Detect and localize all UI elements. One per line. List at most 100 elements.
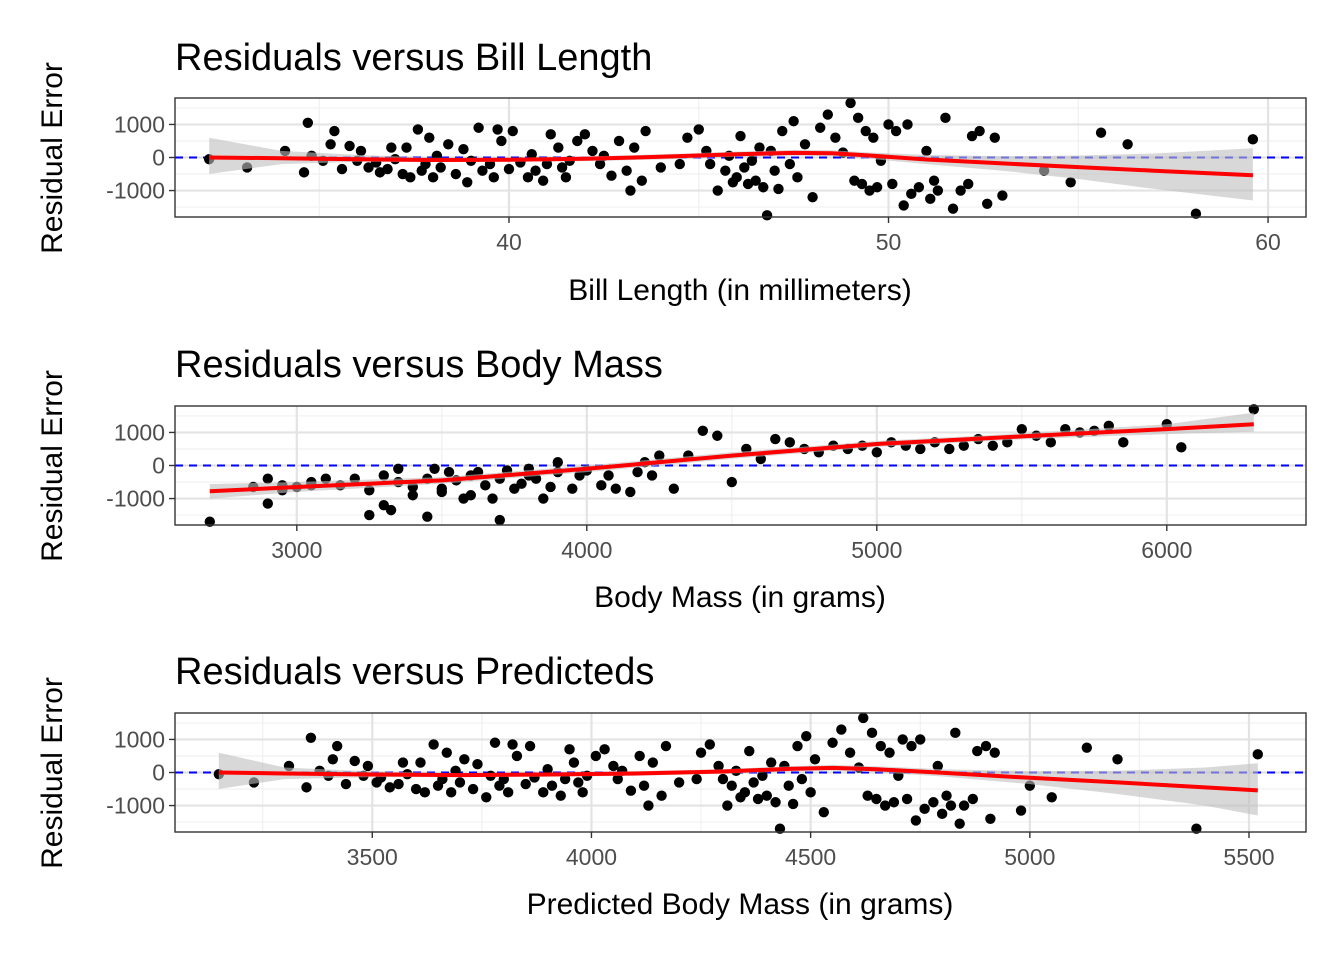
data-point xyxy=(941,790,952,801)
data-point xyxy=(844,747,856,758)
data-point xyxy=(989,747,1000,758)
data-point xyxy=(654,450,665,461)
data-point xyxy=(496,135,507,147)
data-point xyxy=(792,740,803,752)
data-point xyxy=(691,773,702,785)
data-point xyxy=(454,777,466,788)
data-point xyxy=(871,793,882,805)
data-point xyxy=(522,172,534,183)
data-point xyxy=(739,787,751,798)
data-point xyxy=(362,760,374,772)
data-point xyxy=(660,740,672,752)
data-point xyxy=(704,158,716,170)
data-point xyxy=(1046,792,1057,803)
data-point xyxy=(634,750,645,762)
y-axis-title: Residual Error xyxy=(36,62,69,254)
data-point xyxy=(462,177,473,188)
data-point xyxy=(560,172,572,183)
data-point xyxy=(954,818,965,829)
data-point xyxy=(511,750,523,762)
data-point xyxy=(879,800,891,811)
x-tick-label: 4500 xyxy=(785,844,836,870)
data-point xyxy=(883,119,894,130)
data-point xyxy=(980,740,992,752)
data-point xyxy=(830,132,841,143)
y-axis-title: Residual Error xyxy=(36,677,69,869)
x-tick-label: 4000 xyxy=(566,844,617,870)
data-point xyxy=(204,516,215,527)
data-point xyxy=(384,782,396,793)
data-point xyxy=(445,787,457,798)
data-point xyxy=(860,125,871,137)
data-point xyxy=(545,129,556,140)
data-point xyxy=(1252,749,1263,760)
data-point xyxy=(777,125,788,137)
data-point xyxy=(906,188,917,200)
data-point xyxy=(726,476,737,488)
data-point xyxy=(770,433,781,445)
y-tick-label: 0 xyxy=(152,453,165,479)
data-point xyxy=(925,193,936,205)
data-point xyxy=(1190,208,1202,219)
data-point xyxy=(613,135,625,147)
data-point xyxy=(262,498,273,509)
data-point xyxy=(947,203,959,214)
data-point xyxy=(577,787,588,798)
data-point xyxy=(958,440,969,451)
data-point xyxy=(1081,742,1093,753)
data-point xyxy=(852,112,864,124)
data-point xyxy=(815,122,826,133)
data-point xyxy=(344,140,355,152)
data-point xyxy=(477,165,488,176)
data-point xyxy=(726,780,737,791)
data-point xyxy=(712,185,723,196)
data-point xyxy=(298,167,310,178)
data-point xyxy=(594,158,606,170)
data-point xyxy=(1247,134,1259,145)
data-point xyxy=(985,813,996,824)
data-point xyxy=(720,165,731,176)
data-point xyxy=(744,745,755,757)
data-point xyxy=(397,757,409,768)
data-point xyxy=(868,132,879,143)
data-point xyxy=(1118,437,1129,448)
data-point xyxy=(955,185,966,196)
data-point xyxy=(788,115,799,127)
data-point xyxy=(897,734,908,745)
y-tick-label: 1000 xyxy=(114,111,165,137)
data-point xyxy=(697,425,708,436)
data-point xyxy=(770,797,781,808)
data-point xyxy=(507,739,518,750)
data-point xyxy=(331,740,343,752)
data-point xyxy=(481,792,492,803)
data-point xyxy=(769,165,780,176)
data-point xyxy=(488,172,500,183)
data-point xyxy=(606,170,617,181)
data-point xyxy=(712,430,723,441)
data-point xyxy=(502,787,514,798)
data-point xyxy=(906,740,917,752)
y-tick-label: -1000 xyxy=(106,178,165,204)
data-point xyxy=(919,803,930,815)
data-point xyxy=(915,443,926,455)
data-point xyxy=(378,470,389,481)
panel-bill-length: Residuals versus Bill Length -1000 0 1000 4… xyxy=(36,37,1307,307)
data-point xyxy=(1095,127,1107,138)
data-point xyxy=(524,740,536,752)
data-point xyxy=(1045,437,1057,448)
data-point xyxy=(890,125,902,137)
y-axis-title: Residual Error xyxy=(36,370,69,562)
plot-area: -1000 0 1000 40 50 60 xyxy=(106,97,1307,255)
data-point xyxy=(656,790,667,801)
data-point xyxy=(1122,139,1133,150)
y-tick-label: 1000 xyxy=(114,726,165,752)
data-point xyxy=(693,124,704,135)
y-tick-label: 0 xyxy=(152,760,165,786)
data-point xyxy=(567,483,578,494)
data-point xyxy=(579,129,591,140)
x-tick-label: 3000 xyxy=(271,537,322,563)
data-point xyxy=(638,780,650,791)
data-point xyxy=(761,790,773,801)
data-point xyxy=(596,480,607,491)
